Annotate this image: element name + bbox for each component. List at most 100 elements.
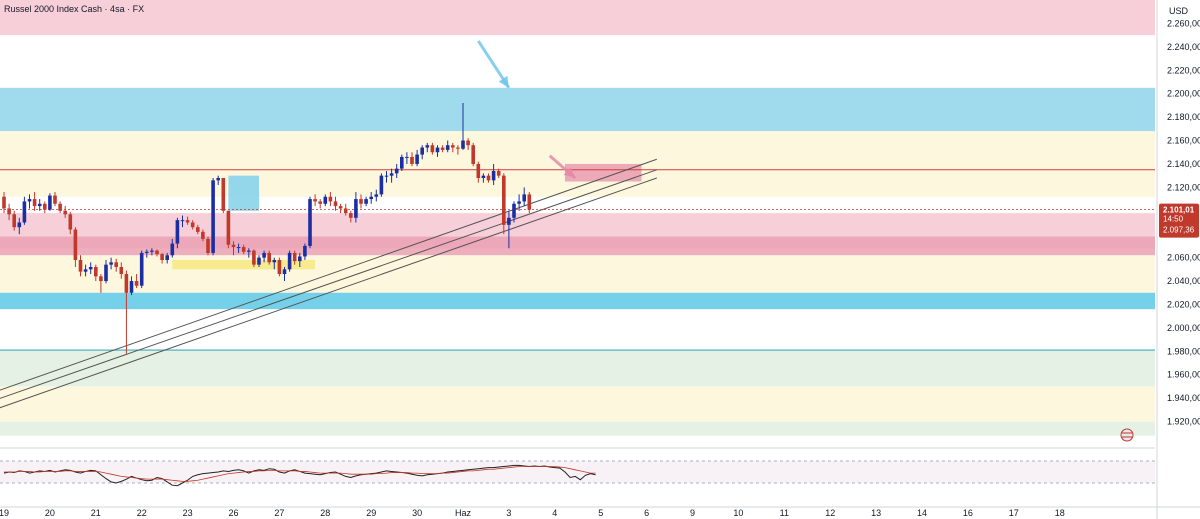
candle	[83, 264, 88, 277]
candle-body	[389, 173, 394, 176]
candle	[471, 142, 475, 167]
lower-green-zone	[0, 348, 1155, 387]
x-tick-label: 26	[228, 508, 238, 518]
candle	[461, 103, 465, 150]
candle-body	[354, 199, 358, 218]
candle-body	[507, 217, 511, 225]
y-tick-label: 1.960,00	[1167, 370, 1200, 380]
candle	[22, 196, 27, 225]
candle	[196, 224, 200, 235]
candle-body	[343, 208, 348, 214]
candle	[73, 227, 78, 267]
candle	[456, 145, 460, 155]
candle	[313, 194, 317, 207]
candle-body	[119, 267, 124, 275]
pink-arrow-head	[563, 166, 576, 178]
candle	[349, 210, 353, 223]
candle	[63, 206, 67, 218]
candle-body	[527, 194, 532, 210]
candle	[425, 142, 430, 153]
bottom-cream-zone	[0, 386, 1155, 422]
candle	[175, 217, 180, 249]
second-price-label: 2.097,36	[1163, 226, 1195, 235]
candle-body	[83, 269, 88, 272]
candle-body	[165, 255, 169, 260]
candle-body	[155, 250, 159, 255]
candle-body	[502, 175, 506, 225]
y-tick-label: 2.180,00	[1167, 112, 1200, 122]
candle	[37, 199, 42, 211]
trend-line-2	[0, 177, 657, 409]
candle-body	[196, 227, 200, 232]
currency-label: USD	[1169, 6, 1189, 16]
y-tick-label: 2.160,00	[1167, 136, 1200, 146]
candle	[165, 252, 169, 264]
y-tick-label: 2.000,00	[1167, 323, 1200, 333]
candle-body	[58, 203, 62, 211]
candle-body	[394, 168, 399, 174]
candle-body	[349, 213, 353, 218]
candle-body	[374, 194, 379, 197]
candle-body	[129, 281, 134, 293]
candle	[185, 216, 190, 225]
candles-group	[2, 103, 532, 354]
candle	[517, 194, 521, 211]
candle-body	[400, 156, 404, 169]
candle-body	[476, 163, 481, 178]
candle	[292, 250, 297, 265]
candle	[252, 249, 256, 267]
y-tick-label: 2.120,00	[1167, 182, 1200, 192]
x-tick-label: 19	[0, 508, 9, 518]
candle-body	[303, 245, 307, 257]
candle	[410, 152, 414, 167]
candle-body	[201, 231, 205, 239]
candle-body	[384, 175, 389, 177]
candle-body	[104, 264, 108, 282]
candle	[53, 192, 57, 207]
candle-body	[328, 196, 333, 202]
candle-body	[32, 199, 37, 207]
candle	[328, 192, 333, 207]
candle-body	[48, 195, 52, 210]
x-tick-label: 22	[137, 508, 147, 518]
candle-body	[461, 140, 465, 149]
y-tick-label: 2.200,00	[1167, 89, 1200, 99]
candle-body	[491, 170, 496, 181]
blue-box	[228, 175, 259, 211]
x-tick-label: 14	[917, 508, 927, 518]
candle	[17, 217, 22, 235]
candle-body	[231, 244, 236, 248]
candle	[134, 274, 139, 289]
candle	[2, 192, 6, 214]
candle-body	[338, 206, 343, 209]
candle-body	[252, 250, 256, 265]
candle	[104, 259, 108, 284]
candle-body	[78, 259, 83, 272]
y-tick-label: 1.940,00	[1167, 393, 1200, 403]
candle-body	[277, 259, 282, 275]
flag-circle	[1120, 428, 1134, 442]
candle	[507, 210, 511, 249]
y-tick-label: 2.060,00	[1167, 253, 1200, 263]
candle-body	[109, 262, 113, 265]
candle-body	[170, 243, 175, 256]
candle	[170, 238, 175, 258]
candle-body	[68, 214, 73, 230]
candle-body	[124, 274, 129, 293]
y-tick-label: 1.920,00	[1167, 417, 1200, 427]
candle-body	[517, 201, 521, 204]
candle	[206, 236, 210, 256]
x-tick-label: 3	[506, 508, 511, 518]
candle-body	[114, 262, 118, 267]
candle-body	[221, 178, 226, 211]
y-tick-label: 2.220,00	[1167, 65, 1200, 75]
current-price-label: 2.101,01	[1163, 206, 1195, 215]
candle	[491, 163, 496, 186]
candle	[88, 262, 93, 275]
price-axis-bg	[1157, 0, 1200, 519]
candle-body	[379, 175, 384, 195]
candle-body	[481, 175, 486, 178]
right-pink-box	[565, 163, 642, 182]
candle	[359, 194, 363, 209]
